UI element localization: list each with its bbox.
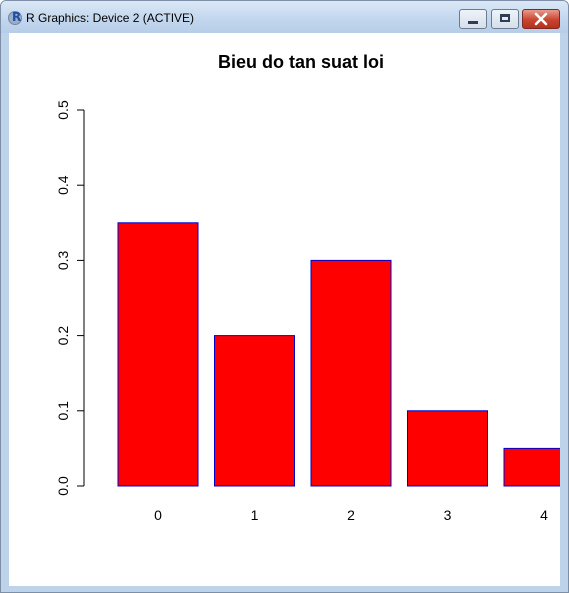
y-axis: 0.0 0.1 0.2 0.3 0.4 0.5 — [55, 100, 85, 496]
y-tick-label: 0.3 — [55, 250, 71, 270]
bar-chart: Bieu do tan suat loi 0.00.10.20.30.40.5 … — [55, 52, 568, 523]
r-app-icon-letter: R — [12, 10, 22, 24]
x-tick-label: 2 — [347, 507, 355, 523]
chart-title: Bieu do tan suat loi — [218, 52, 384, 72]
r-app-icon[interactable]: R — [8, 10, 22, 25]
plot-area: Bieu do tan suat loi 0.0 0.1 0.2 0.3 0.4 0.5 … — [9, 33, 568, 586]
x-tick-label: 4 — [540, 507, 548, 523]
bar — [117, 222, 199, 487]
y-tick-label: 0.2 — [55, 326, 71, 346]
y-tick-label: 0.4 — [55, 175, 71, 195]
y-tick-label: 0.0 — [55, 476, 71, 496]
bar — [214, 335, 295, 487]
bar — [310, 259, 392, 487]
y-tick-label: 0.5 — [55, 100, 71, 120]
minimize-button[interactable] — [459, 9, 487, 29]
y-tick-label: 0.1 — [55, 401, 71, 421]
x-tick-label: 0 — [154, 507, 162, 523]
maximize-icon — [500, 14, 510, 22]
title-bar[interactable]: R R Graphics: Device 2 (ACTIVE) — [1, 1, 568, 33]
bars-group — [117, 222, 568, 487]
bar — [503, 447, 568, 487]
minimize-icon — [468, 21, 478, 24]
x-tick-label: 1 — [251, 507, 259, 523]
maximize-button[interactable] — [491, 9, 519, 29]
close-button[interactable] — [522, 9, 560, 29]
bar — [407, 410, 488, 487]
x-tick-label: 3 — [444, 507, 452, 523]
window-title: R Graphics: Device 2 (ACTIVE) — [26, 11, 195, 25]
x-tick-labels: 0 1 2 3 4 — [154, 507, 548, 523]
close-icon — [534, 12, 548, 26]
